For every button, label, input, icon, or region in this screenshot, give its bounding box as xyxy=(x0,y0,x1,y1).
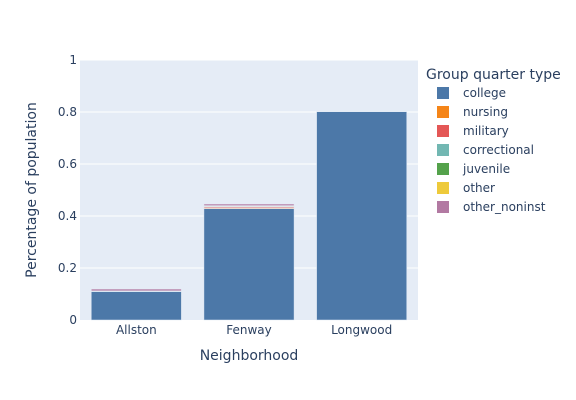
legend-label-nursing: nursing xyxy=(463,105,508,119)
legend-items: college nursing military correctional juveni… xyxy=(437,86,546,214)
bar-segment-college-fenway xyxy=(203,208,295,321)
bar-segment-other_noninst-allston xyxy=(91,288,182,292)
bar-segment-college-allston xyxy=(91,291,182,321)
x-tick-label: Fenway xyxy=(226,323,272,337)
legend-swatch-correctional xyxy=(437,144,449,156)
legend-title: Group quarter type xyxy=(426,67,561,83)
legend-label-other_noninst: other_noninst xyxy=(463,200,546,214)
legend-swatch-other xyxy=(437,182,449,194)
legend-swatch-college xyxy=(437,87,449,99)
y-tick-label: 0.6 xyxy=(58,157,77,171)
x-tick-labels: Allston Fenway Longwood xyxy=(116,323,392,337)
legend-label-military: military xyxy=(463,124,509,138)
legend-swatch-other_noninst xyxy=(437,201,449,213)
legend-swatch-military xyxy=(437,125,449,137)
bars-layer xyxy=(91,111,407,321)
legend-label-correctional: correctional xyxy=(463,143,534,157)
legend-swatch-juvenile xyxy=(437,163,449,175)
y-tick-label: 0.8 xyxy=(58,105,77,119)
x-tick-label: Longwood xyxy=(331,323,392,337)
bar-segment-college-longwood xyxy=(316,111,407,321)
bar-segment-other_noninst-fenway xyxy=(203,203,295,206)
legend-swatch-nursing xyxy=(437,106,449,118)
x-tick-label: Allston xyxy=(116,323,157,337)
y-tick-label: 0.4 xyxy=(58,209,77,223)
y-tick-label: 1 xyxy=(69,53,77,67)
x-axis-title: Neighborhood xyxy=(200,348,299,364)
y-tick-labels: 0 0.2 0.4 0.6 0.8 1 xyxy=(58,53,77,327)
legend-label-college: college xyxy=(463,86,506,100)
y-axis-title: Percentage of population xyxy=(24,102,40,278)
legend-label-other: other xyxy=(463,181,495,195)
y-tick-label: 0 xyxy=(69,313,77,327)
legend: Group quarter type college nursing militar… xyxy=(426,67,561,214)
y-tick-label: 0.2 xyxy=(58,261,77,275)
legend-label-juvenile: juvenile xyxy=(462,162,510,176)
